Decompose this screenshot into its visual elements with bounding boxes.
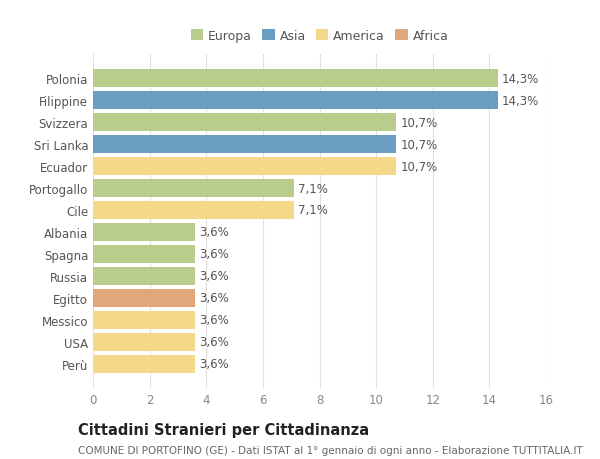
Bar — [93, 70, 498, 88]
Bar — [93, 355, 195, 373]
Text: 7,1%: 7,1% — [298, 182, 328, 195]
Bar — [93, 311, 195, 329]
Text: 3,6%: 3,6% — [199, 270, 229, 283]
Text: 3,6%: 3,6% — [199, 357, 229, 370]
Text: Cittadini Stranieri per Cittadinanza: Cittadini Stranieri per Cittadinanza — [78, 422, 369, 437]
Bar — [93, 158, 396, 176]
Bar — [93, 114, 396, 132]
Bar — [93, 136, 396, 154]
Bar — [93, 224, 195, 241]
Legend: Europa, Asia, America, Africa: Europa, Asia, America, Africa — [185, 25, 454, 48]
Text: 10,7%: 10,7% — [400, 160, 437, 173]
Bar — [93, 289, 195, 307]
Bar — [93, 92, 498, 110]
Text: 3,6%: 3,6% — [199, 313, 229, 326]
Text: 10,7%: 10,7% — [400, 117, 437, 129]
Text: COMUNE DI PORTOFINO (GE) - Dati ISTAT al 1° gennaio di ogni anno - Elaborazione : COMUNE DI PORTOFINO (GE) - Dati ISTAT al… — [78, 446, 583, 455]
Text: 3,6%: 3,6% — [199, 291, 229, 305]
Text: 14,3%: 14,3% — [502, 73, 539, 86]
Bar — [93, 333, 195, 351]
Text: 3,6%: 3,6% — [199, 336, 229, 348]
Text: 3,6%: 3,6% — [199, 248, 229, 261]
Text: 10,7%: 10,7% — [400, 138, 437, 151]
Text: 14,3%: 14,3% — [502, 95, 539, 107]
Text: 7,1%: 7,1% — [298, 204, 328, 217]
Bar — [93, 179, 294, 198]
Bar — [93, 202, 294, 219]
Bar — [93, 267, 195, 285]
Bar — [93, 245, 195, 263]
Text: 3,6%: 3,6% — [199, 226, 229, 239]
